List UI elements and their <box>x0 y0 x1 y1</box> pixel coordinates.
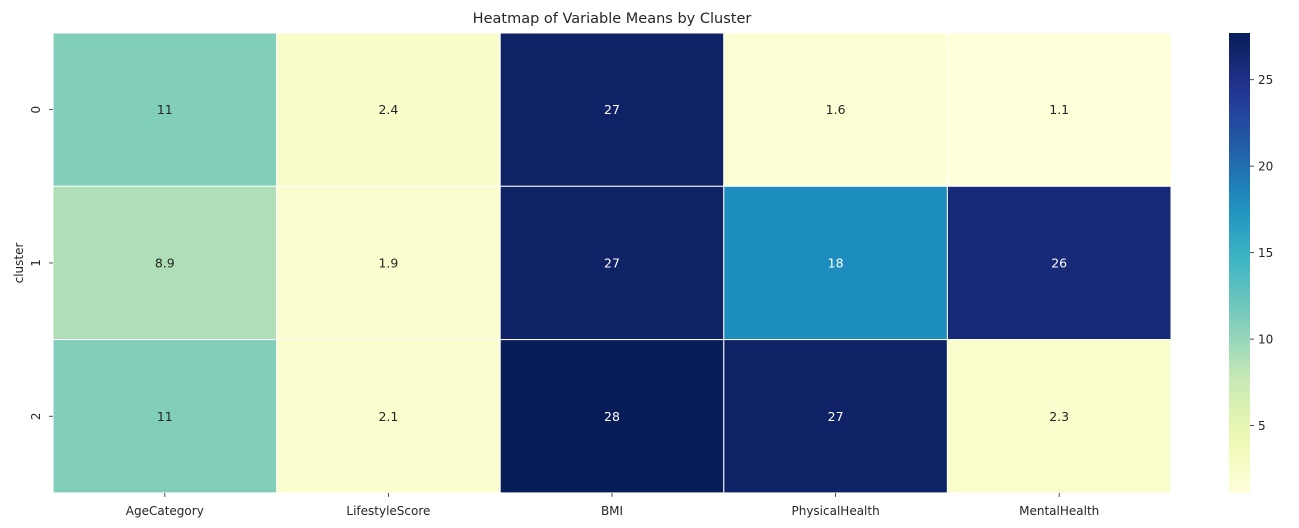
cell-annotations: 11 2.4 27 1.6 1.1 8.9 1.9 27 18 26 11 2.1 28 27 2.3 <box>155 102 1069 424</box>
heatmap-cell-r0-c0 <box>52 32 278 187</box>
heatmap-cell-r0-c4 <box>946 32 1172 187</box>
cell-annotation-r1-c1: 1.9 <box>378 255 398 270</box>
colorbar-tick-label-0: 5 <box>1258 419 1266 433</box>
heatmap-cell-r1-c2 <box>499 185 725 341</box>
heatmap-cell-r0-c2 <box>499 32 725 187</box>
x-tick-label-0: AgeCategory <box>126 504 204 518</box>
cell-annotation-r1-c2: 27 <box>604 255 620 270</box>
x-tick-label-4: MentalHealth <box>1019 504 1099 518</box>
cell-annotation-r2-c0: 11 <box>157 409 173 424</box>
cell-annotation-r0-c1: 2.4 <box>378 102 398 117</box>
x-axis-ticks: AgeCategory LifestyleScore BMI PhysicalHeal… <box>126 492 1099 518</box>
cell-annotation-r2-c3: 27 <box>828 409 844 424</box>
cell-annotation-r2-c1: 2.1 <box>378 409 398 424</box>
cell-annotation-r0-c4: 1.1 <box>1049 102 1069 117</box>
heatmap-cell-r0-c1 <box>276 32 501 187</box>
colorbar-gradient <box>1229 33 1250 493</box>
y-axis-label: cluster <box>12 243 26 284</box>
heatmap-cell-r2-c1 <box>276 339 501 494</box>
heatmap-cell-r2-c4 <box>946 339 1172 494</box>
x-tick-label-2: BMI <box>601 504 623 518</box>
chart-title: Heatmap of Variable Means by Cluster <box>473 11 752 27</box>
colorbar-tick-label-2: 15 <box>1258 246 1273 260</box>
heatmap-cell-r1-c1 <box>276 185 501 341</box>
y-tick-label-2: 2 <box>29 412 43 420</box>
x-tick-label-3: PhysicalHealth <box>791 504 879 518</box>
y-tick-label-1: 1 <box>29 259 43 267</box>
colorbar-tick-label-1: 10 <box>1258 333 1273 347</box>
heatmap-cell-r0-c3 <box>723 32 948 187</box>
y-axis-ticks: 0 1 2 <box>29 106 53 420</box>
colorbar-tick-label-3: 20 <box>1258 160 1273 174</box>
heatmap-cell-r1-c0 <box>52 185 278 341</box>
colorbar: 5 10 15 20 25 <box>1229 33 1273 493</box>
cell-annotation-r0-c3: 1.6 <box>826 102 846 117</box>
heatmap-cell-r2-c3 <box>723 339 948 494</box>
cell-annotation-r0-c2: 27 <box>604 102 620 117</box>
colorbar-tick-label-4: 25 <box>1258 73 1273 87</box>
cell-annotation-r1-c0: 8.9 <box>155 255 175 270</box>
cell-annotation-r1-c4: 26 <box>1051 255 1067 270</box>
y-tick-label-0: 0 <box>29 106 43 114</box>
heatmap-cell-r2-c2 <box>499 339 725 494</box>
cell-annotation-r0-c0: 11 <box>157 102 173 117</box>
cell-annotation-r2-c2: 28 <box>604 409 620 424</box>
cell-annotation-r1-c3: 18 <box>828 255 844 270</box>
cell-annotation-r2-c4: 2.3 <box>1049 409 1069 424</box>
heatmap-cell-r1-c4 <box>946 185 1172 341</box>
x-tick-label-1: LifestyleScore <box>346 504 430 518</box>
heatmap-cells <box>52 32 1172 494</box>
